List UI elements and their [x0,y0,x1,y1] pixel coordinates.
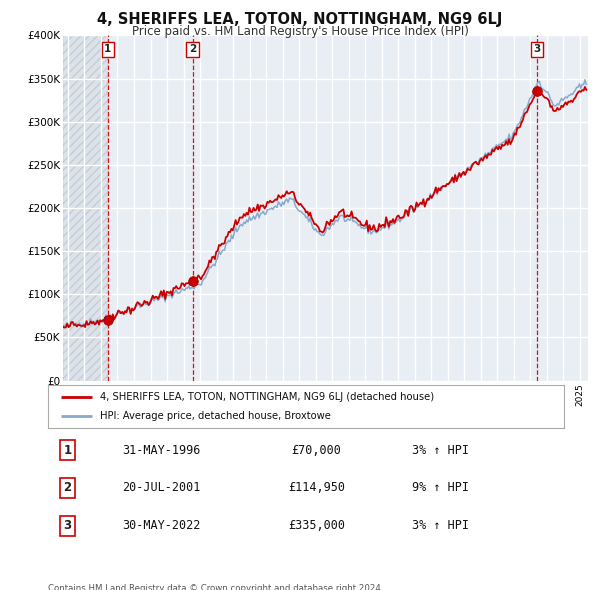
Text: 9% ↑ HPI: 9% ↑ HPI [412,481,469,494]
Text: HPI: Average price, detached house, Broxtowe: HPI: Average price, detached house, Brox… [100,411,331,421]
Text: Contains HM Land Registry data © Crown copyright and database right 2024.: Contains HM Land Registry data © Crown c… [48,584,383,590]
Text: 3% ↑ HPI: 3% ↑ HPI [412,444,469,457]
Text: 4, SHERIFFS LEA, TOTON, NOTTINGHAM, NG9 6LJ: 4, SHERIFFS LEA, TOTON, NOTTINGHAM, NG9 … [97,12,503,27]
Text: 3: 3 [533,44,541,54]
Text: 20-JUL-2001: 20-JUL-2001 [122,481,201,494]
Text: 31-MAY-1996: 31-MAY-1996 [122,444,201,457]
Text: 2: 2 [189,44,196,54]
Text: £70,000: £70,000 [292,444,341,457]
Text: 2: 2 [64,481,71,494]
Text: 3: 3 [64,519,71,532]
Text: 1: 1 [104,44,112,54]
Text: £114,950: £114,950 [288,481,345,494]
Text: Price paid vs. HM Land Registry's House Price Index (HPI): Price paid vs. HM Land Registry's House … [131,25,469,38]
Text: 1: 1 [64,444,71,457]
Text: 3% ↑ HPI: 3% ↑ HPI [412,519,469,532]
Text: 30-MAY-2022: 30-MAY-2022 [122,519,201,532]
Text: £335,000: £335,000 [288,519,345,532]
Bar [63,35,108,381]
Text: 4, SHERIFFS LEA, TOTON, NOTTINGHAM, NG9 6LJ (detached house): 4, SHERIFFS LEA, TOTON, NOTTINGHAM, NG9 … [100,392,434,402]
